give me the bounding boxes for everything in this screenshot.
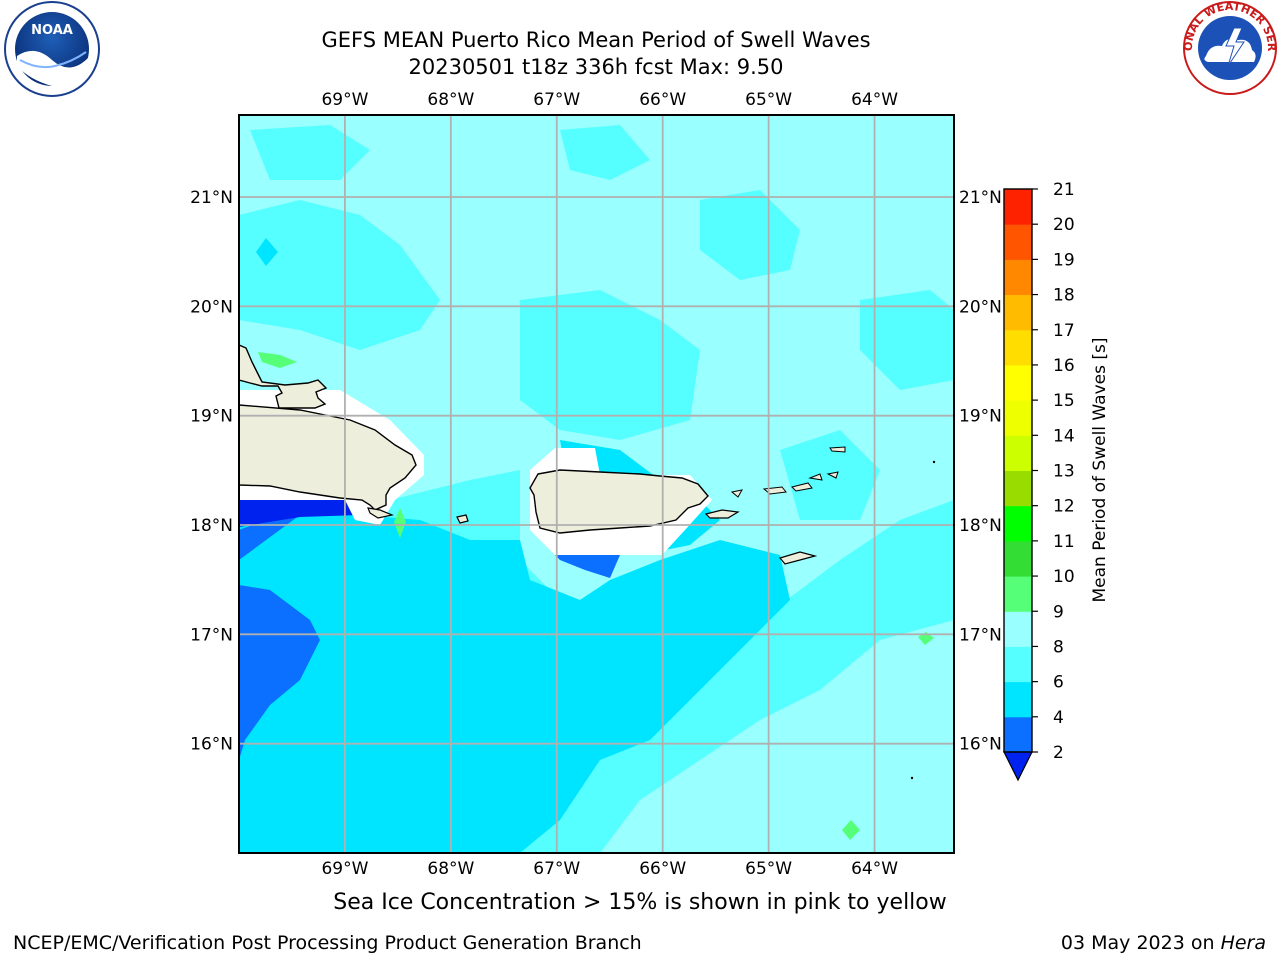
colorbar-swatch (1004, 435, 1032, 471)
colorbar-tick-label: 15 (1053, 391, 1075, 411)
land-small-cay (826, 471, 839, 479)
lon-label-top: 66°W (639, 90, 686, 110)
map-title: GEFS MEAN Puerto Rico Mean Period of Swe… (321, 28, 871, 52)
colorbar-tick-label: 19 (1053, 250, 1075, 270)
colorbar-tick-label: 8 (1053, 637, 1064, 657)
colorbar-tick-label: 18 (1053, 286, 1075, 306)
lon-labels-bottom: 69°W 68°W 67°W 66°W 65°W 64°W (321, 859, 898, 879)
colorbar-swatch (1004, 716, 1032, 753)
land-st-croix (778, 551, 818, 565)
host-name: Hera (1220, 932, 1266, 954)
colorbar-swatch (1004, 364, 1032, 401)
colorbar-tick-label: 20 (1053, 215, 1075, 235)
lat-label-left: 20°N (190, 297, 233, 317)
lat-labels-right: 21°N 20°N 19°N 18°N 17°N 16°N (959, 188, 1002, 755)
land-hispaniola (239, 344, 328, 409)
swell-band-2-4 (239, 515, 620, 760)
colorbar-swatch (1004, 576, 1032, 612)
land-virgin-gorda (808, 473, 823, 481)
colorbar-swatch (1004, 470, 1032, 507)
colorbar-swatch (1004, 329, 1032, 366)
sea-ice-note: Sea Ice Concentration > 15% is shown in … (333, 890, 947, 915)
swell-spot-green-2 (394, 508, 406, 538)
lon-label-bottom: 68°W (427, 859, 474, 879)
colorbar-swatch (1004, 681, 1032, 718)
credit-line: NCEP/EMC/Verification Post Processing Pr… (13, 932, 642, 954)
lat-label-right: 18°N (959, 516, 1002, 536)
date-text: 03 May 2023 on (1060, 932, 1215, 954)
lat-label-left: 17°N (190, 625, 233, 645)
colorbar-tick-label: 12 (1053, 497, 1075, 517)
land-isla-saona (456, 514, 469, 524)
plot-frame (238, 114, 955, 854)
noaa-logo-text: NOAA (31, 23, 73, 38)
date-line: 03 May 2023 on Hera (1061, 932, 1266, 954)
colorbar-tick-label: 10 (1053, 567, 1075, 587)
lon-label-top: 64°W (851, 90, 898, 110)
colorbar-tick-label: 21 (1053, 180, 1075, 200)
colorbar-swatch (1004, 259, 1032, 296)
lat-label-left: 16°N (190, 735, 233, 755)
land-dot-1 (932, 460, 936, 464)
swell-spot-green (258, 352, 297, 368)
lon-label-bottom: 65°W (745, 859, 792, 879)
colorbar-tick-label: 9 (1053, 602, 1064, 622)
colorbar-swatch (1004, 505, 1032, 542)
colorbar: 2 4 6 8 9 10 11 12 13 14 15 16 17 18 19 20 21 (1003, 180, 1075, 782)
colorbar-swatch (1004, 294, 1032, 331)
lat-label-right: 17°N (959, 625, 1002, 645)
lat-label-left: 21°N (190, 188, 233, 208)
colorbar-tick-label: 4 (1053, 708, 1064, 728)
lat-labels-left: 21°N 20°N 19°N 18°N 17°N 16°N (190, 188, 233, 755)
colorbar-tick-label: 11 (1053, 532, 1075, 552)
colorbar-swatch (1004, 189, 1032, 225)
lat-label-right: 20°N (959, 297, 1002, 317)
land-culebra (730, 489, 743, 498)
nws-logo-text: NATIONAL WEATHER SERVICE (0, 0, 1278, 52)
lat-label-left: 19°N (190, 407, 233, 427)
lon-label-bottom: 69°W (321, 859, 368, 879)
colorbar-tick-label: 2 (1053, 743, 1064, 763)
nws-logo-icon: NATIONAL WEATHER SERVICE (0, 0, 1278, 95)
land-tortola (791, 482, 813, 492)
land-vieques (704, 509, 740, 519)
lon-label-bottom: 66°W (639, 859, 686, 879)
colorbar-extend-low (1003, 751, 1033, 782)
map-subtitle: 20230501 t18z 336h fcst Max: 9.50 (408, 55, 784, 79)
map-plot-area (239, 115, 954, 853)
colorbar-swatch (1004, 611, 1032, 647)
colorbar-tick-label: 14 (1053, 426, 1075, 446)
swell-spot-cyan (256, 238, 278, 266)
lon-label-top: 68°W (427, 90, 474, 110)
land-anegada (829, 446, 846, 453)
colorbar-swatch (1004, 400, 1032, 436)
swell-spot-green-4 (842, 820, 860, 840)
lon-label-top: 69°W (321, 90, 368, 110)
land-hispaniola-main (239, 404, 417, 511)
lat-label-right: 21°N (959, 188, 1002, 208)
colorbar-swatch (1004, 540, 1032, 577)
lon-label-bottom: 64°W (851, 859, 898, 879)
graticule (239, 115, 954, 853)
lon-label-top: 67°W (533, 90, 580, 110)
lon-labels-top: 69°W 68°W 67°W 66°W 65°W 64°W (321, 90, 898, 110)
colorbar-tick-label: 13 (1053, 462, 1075, 482)
land-hispaniola-tip (367, 507, 395, 519)
land-dot-2 (910, 776, 914, 780)
colorbar-tick-label: 17 (1053, 321, 1075, 341)
colorbar-tick-label: 6 (1053, 673, 1064, 693)
lon-label-bottom: 67°W (533, 859, 580, 879)
colorbar-tick-label: 16 (1053, 356, 1075, 376)
noaa-logo-icon: NOAA (4, 1, 100, 97)
lon-label-top: 65°W (745, 90, 792, 110)
colorbar-swatch (1004, 224, 1032, 260)
lat-label-right: 16°N (959, 735, 1002, 755)
swell-spot-green-3 (918, 632, 934, 645)
lat-label-left: 18°N (190, 516, 233, 536)
swell-band-below-2 (239, 500, 360, 527)
lat-label-right: 19°N (959, 407, 1002, 427)
colorbar-label: Mean Period of Swell Waves [s] (1090, 338, 1110, 603)
colorbar-swatch (1004, 646, 1032, 683)
